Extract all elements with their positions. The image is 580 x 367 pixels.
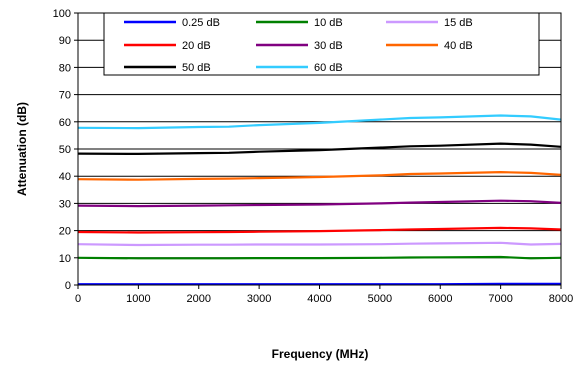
legend-label: 20 dB bbox=[182, 40, 211, 52]
x-tick-label: 4000 bbox=[307, 293, 331, 305]
series-line-10-dB bbox=[77, 255, 562, 260]
x-axis-title: Frequency (MHz) bbox=[272, 347, 369, 361]
series-line-60-dB bbox=[77, 114, 562, 130]
y-tick-label: 50 bbox=[59, 144, 71, 156]
x-tick-label: 3000 bbox=[247, 293, 271, 305]
y-tick-label: 100 bbox=[53, 8, 71, 20]
x-tick-label: 1000 bbox=[126, 293, 150, 305]
x-tick-label: 5000 bbox=[368, 293, 392, 305]
legend-box bbox=[103, 12, 540, 76]
x-tick-labels: 0 1000 2000 3000 4000 5000 6000 7000 8000 bbox=[75, 285, 573, 305]
y-tick-label: 30 bbox=[59, 198, 71, 210]
y-tick-label: 0 bbox=[65, 280, 71, 292]
y-tick-label: 70 bbox=[59, 90, 71, 102]
series-line-15-dB bbox=[77, 241, 562, 247]
y-tick-label: 80 bbox=[59, 62, 71, 74]
x-tick-label: 8000 bbox=[549, 293, 573, 305]
legend-label: 60 dB bbox=[314, 62, 343, 74]
y-tick-label: 40 bbox=[59, 171, 71, 183]
x-tick-label: 0 bbox=[75, 293, 81, 305]
legend-label: 0.25 dB bbox=[182, 17, 220, 29]
legend-label: 40 dB bbox=[444, 40, 473, 52]
series-line-50-dB bbox=[77, 142, 562, 155]
legend: 0.25 dB 10 dB 15 dB 20 dB 30 dB 40 dB 50 dB 60 … bbox=[103, 12, 540, 76]
series-line-40-dB bbox=[77, 171, 562, 181]
y-tick-label: 60 bbox=[59, 117, 71, 129]
y-tick-label: 20 bbox=[59, 226, 71, 238]
y-tick-label: 10 bbox=[59, 253, 71, 265]
series-line-30-dB bbox=[77, 199, 562, 208]
legend-label: 10 dB bbox=[314, 17, 343, 29]
x-tick-label: 7000 bbox=[488, 293, 512, 305]
legend-label: 50 dB bbox=[182, 62, 211, 74]
x-tick-label: 6000 bbox=[428, 293, 452, 305]
series-lines bbox=[77, 114, 562, 286]
series-line-20-dB bbox=[77, 226, 562, 234]
y-axis-title: Attenuation (dB) bbox=[15, 102, 29, 196]
y-tick-label: 90 bbox=[59, 35, 71, 47]
legend-label: 15 dB bbox=[444, 17, 473, 29]
y-tick-labels: 0 10 20 30 40 50 60 70 80 90 100 bbox=[53, 8, 78, 292]
legend-label: 30 dB bbox=[314, 40, 343, 52]
x-tick-label: 2000 bbox=[187, 293, 211, 305]
